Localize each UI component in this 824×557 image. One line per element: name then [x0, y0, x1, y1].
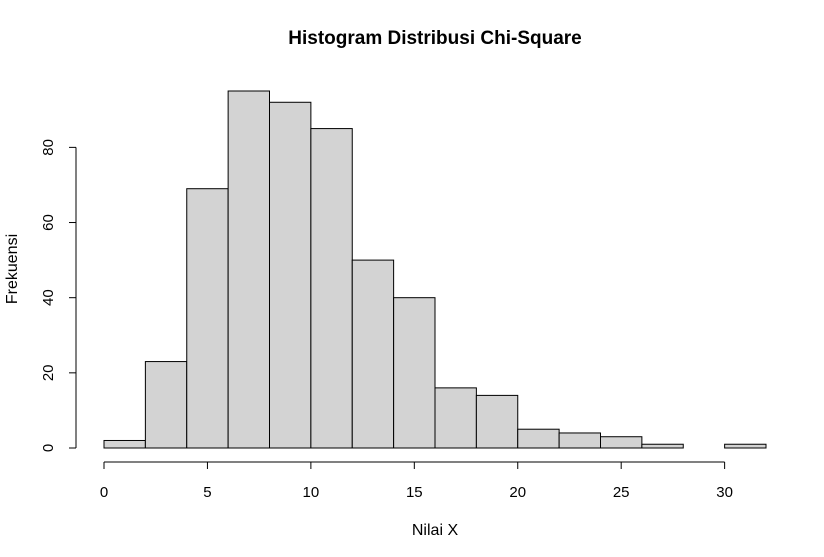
y-tick-label: 40	[40, 289, 57, 306]
x-tick-label: 15	[406, 484, 423, 501]
histogram-bar	[558, 432, 601, 449]
histogram-bar	[475, 394, 519, 449]
histogram-bar	[227, 90, 270, 449]
x-tick-label: 30	[716, 484, 733, 501]
y-tick-label: 0	[40, 444, 57, 452]
y-tick-label: 80	[40, 139, 57, 156]
x-tick-label: 25	[613, 484, 630, 501]
histogram-bar	[600, 436, 643, 449]
histogram-bar	[724, 443, 767, 449]
x-axis-ticks: 0 5 10 15 20 25 30	[100, 462, 733, 501]
histogram-bar	[434, 387, 477, 449]
bars-group	[103, 90, 767, 449]
histogram-bar	[186, 188, 229, 449]
x-tick-label: 10	[303, 484, 320, 501]
y-axis-label: Frekuensi	[4, 234, 21, 304]
histogram-bar	[641, 443, 684, 449]
y-tick-label: 60	[40, 214, 57, 231]
x-axis-label: Nilai X	[412, 522, 459, 539]
histogram-bar	[517, 428, 560, 449]
histogram-bar	[269, 101, 312, 449]
y-tick-label: 20	[40, 364, 57, 381]
x-tick-label: 5	[203, 484, 211, 501]
y-axis-ticks: 0 20 40 60 80	[40, 139, 76, 452]
chart-title: Histogram Distribusi Chi-Square	[288, 28, 582, 49]
histogram-bar	[310, 128, 353, 449]
histogram-bar	[351, 259, 395, 449]
histogram-bar	[393, 297, 436, 449]
histogram-bar	[103, 439, 146, 449]
x-tick-label: 20	[509, 484, 526, 501]
histogram-bar	[144, 361, 188, 449]
x-tick-label: 0	[100, 484, 108, 501]
